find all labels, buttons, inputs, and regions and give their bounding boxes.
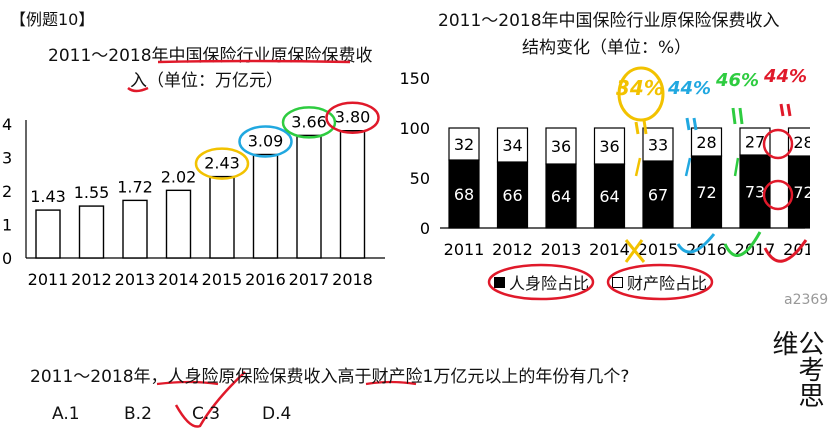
x-tick-label-2017: 2017	[735, 240, 776, 259]
data-label-life-2013: 64	[551, 187, 571, 206]
option-a[interactable]: A.1	[52, 404, 80, 424]
bar-life-2015	[642, 160, 674, 229]
bar-life-2014	[593, 163, 626, 229]
bar-property-2014	[593, 127, 626, 165]
ring-label-2016: 44%	[668, 78, 712, 99]
data-label-2014: 2.02	[161, 167, 197, 186]
legend-label-property: 财产险占比	[627, 274, 708, 293]
highlight-circle-2016	[238, 125, 293, 158]
y-tick-label: 3	[2, 149, 12, 168]
data-label-2013: 1.72	[117, 177, 153, 196]
bar-property-2011	[448, 127, 480, 161]
x-tick-label-2015: 2015	[202, 270, 243, 289]
bar-2016	[252, 153, 279, 259]
y-tick-label: 0	[420, 219, 430, 238]
x-tick-label-2015: 2015	[638, 240, 679, 259]
option-b[interactable]: B.2	[124, 404, 152, 424]
data-label-property-2018: 28	[793, 133, 810, 152]
left-chart-title-line1: 2011～2018年中国保险行业原保险保费收	[48, 46, 373, 66]
data-label-property-2015: 33	[648, 136, 668, 155]
data-label-2017: 3.66	[291, 112, 327, 131]
data-label-2012: 1.55	[74, 183, 110, 202]
legend-item-property: 财产险占比	[612, 270, 707, 294]
highlight-circle-2015	[194, 147, 250, 180]
left-bar-chart: 0 1 2 3 4 1.43 2011 1.55 2012 1.72 2013 2.02 2014 2.4…	[2, 101, 385, 289]
bar-property-2016	[690, 127, 723, 157]
x-tick-label-2018: 2018	[332, 270, 373, 289]
data-label-life-2017: 73	[745, 183, 765, 202]
logo: 公考思维	[768, 330, 824, 408]
bar-2012	[78, 205, 105, 259]
data-label-property-2013: 36	[551, 137, 571, 156]
data-label-property-2016: 28	[696, 133, 716, 152]
y-tick-label: 50	[410, 169, 430, 188]
data-label-property-2011: 32	[454, 135, 474, 154]
bar-2011	[35, 209, 61, 259]
data-label-life-2015: 67	[648, 186, 668, 205]
data-label-2011: 1.43	[30, 187, 66, 206]
bar-life-2016	[690, 155, 723, 229]
x-tick-label-2011: 2011	[444, 240, 485, 259]
bar-life-2012	[496, 161, 529, 229]
bar-2013	[122, 199, 148, 259]
highlight-circle-2017	[281, 106, 337, 139]
x-tick-label-2017: 2017	[289, 270, 330, 289]
x-tick-label-2012: 2012	[492, 240, 533, 259]
legend-swatch-property	[612, 276, 623, 288]
x-tick-label-2016: 2016	[245, 270, 286, 289]
data-label-property-2017: 27	[745, 133, 765, 152]
highlight-circle-2018	[325, 101, 380, 134]
y-tick-label: 100	[399, 119, 430, 138]
bar-2015	[209, 175, 235, 259]
data-label-property-2012: 34	[502, 136, 522, 155]
legend-swatch-life	[494, 276, 505, 288]
right-stacked-bar-chart: 0 50 100 150 68 32 2011 66 34 2012 64 36 2013 64 36 201…	[399, 69, 810, 259]
data-label-2015: 2.43	[204, 154, 240, 173]
legend-item-life: 人身险占比	[494, 270, 589, 294]
example-tag: 【例题10】	[10, 10, 95, 29]
y-tick-label: 4	[2, 115, 12, 134]
bar-property-2013	[545, 127, 577, 165]
x-tick-label-2011: 2011	[28, 270, 69, 289]
data-label-life-2011: 68	[454, 185, 474, 204]
data-label-life-2016: 72	[696, 183, 716, 202]
x-tick-label-2014: 2014	[589, 240, 630, 259]
bar-2018	[339, 130, 366, 259]
y-tick-label: 1	[2, 216, 12, 235]
data-label-2016: 3.09	[248, 131, 284, 150]
bar-property-2015	[642, 127, 674, 162]
y-tick-label: 2	[2, 182, 12, 201]
data-label-life-2018: 72	[793, 183, 810, 202]
x-tick-label-2016: 2016	[686, 240, 727, 259]
x-tick-label-2012: 2012	[71, 270, 112, 289]
left-chart-title-line2: 入（单位：万亿元）	[130, 71, 283, 91]
question-text: 2011～2018年，人身险原保险保费收入高于财产险1万亿元以上的年份有几个?	[30, 367, 630, 387]
ring-label-2018: 44%	[764, 66, 808, 87]
x-tick-label-2013: 2013	[115, 270, 156, 289]
data-label-property-2014: 36	[599, 137, 619, 156]
x-tick-label-2018: 2018	[783, 240, 810, 259]
data-label-life-2012: 66	[502, 186, 522, 205]
bar-life-2013	[545, 163, 577, 229]
y-tick-label: 0	[2, 249, 12, 268]
ring-label-2015: 34%	[616, 76, 664, 100]
bar-property-2012	[496, 127, 529, 163]
option-c[interactable]: C.3	[192, 404, 221, 424]
data-label-2018: 3.80	[335, 108, 371, 127]
option-d[interactable]: D.4	[262, 404, 292, 424]
right-chart-title-line2: 结构变化（单位：%）	[522, 38, 692, 58]
x-tick-label-2014: 2014	[158, 270, 199, 289]
y-tick-label: 150	[399, 69, 430, 88]
ring-label-2017: 46%	[716, 70, 760, 91]
bar-2017	[296, 134, 322, 259]
data-label-life-2014: 64	[599, 187, 619, 206]
bar-2014	[165, 189, 192, 259]
right-chart-title-line1: 2011～2018年中国保险行业原保险保费收入	[438, 11, 780, 31]
x-tick-label-2013: 2013	[541, 240, 582, 259]
legend-label-life: 人身险占比	[509, 274, 590, 293]
